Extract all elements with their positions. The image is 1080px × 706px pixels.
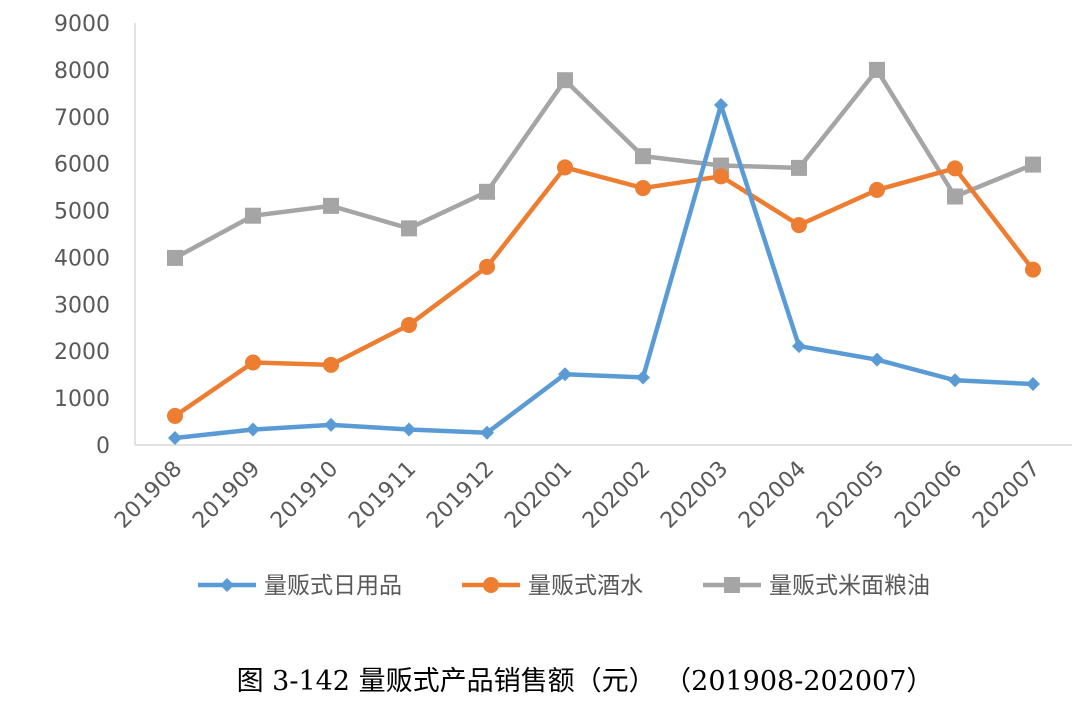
data-point [323,356,339,373]
series-layer [167,61,1041,445]
series-line [173,165,1035,418]
data-point [558,367,572,382]
data-point [479,183,495,200]
x-tick-label: 201908 [110,457,187,534]
data-point [168,430,182,445]
legend-label: 量贩式米面粮油 [769,573,930,599]
data-point [401,220,417,237]
data-point [167,249,183,266]
x-tick-label: 201910 [266,457,343,534]
legend: 量贩式日用品 量贩式酒水 量贩式米面粮油 [198,573,930,599]
x-tick-label: 202001 [500,457,577,534]
y-axis: 0 1000 2000 3000 4000 5000 6000 7000 8000 9000 [54,12,136,459]
series-2 [167,61,1041,266]
x-tick-label: 202007 [968,457,1045,534]
legend-entry: 量贩式酒水 [462,573,643,599]
x-tick-label: 202006 [890,457,967,534]
series-line [174,102,1034,441]
x-tick-label: 201909 [188,457,265,534]
y-tick-label: 8000 [54,59,110,84]
data-point [324,417,338,432]
data-point [724,577,740,593]
legend-entry: 量贩式日用品 [198,573,402,599]
data-point [635,180,651,197]
legend-entry: 量贩式米面粮油 [703,573,930,599]
data-point [714,98,728,113]
legend-label: 量贩式酒水 [528,573,643,599]
data-point [947,160,963,177]
data-point [557,72,573,89]
data-point [480,425,494,440]
y-tick-label: 4000 [54,246,110,271]
y-tick-label: 3000 [54,293,110,318]
data-point [402,422,416,437]
data-point [791,217,807,234]
data-point [220,578,234,592]
data-point [557,159,573,176]
x-tick-label: 202004 [734,457,811,534]
y-tick-label: 1000 [54,387,110,412]
y-tick-label: 7000 [54,106,110,131]
x-tick-label: 202003 [656,457,733,534]
data-point [791,159,807,176]
data-point [870,352,884,367]
data-point [947,188,963,205]
series-line [173,67,1034,260]
figure-caption: 图 3-142 量贩式产品销售额（元） （201908-202007） [237,666,934,697]
data-point [713,168,729,185]
x-tick-label: 201912 [422,457,499,534]
data-point [323,197,339,214]
data-point [479,258,495,275]
data-point [1025,261,1041,278]
data-point [635,148,651,165]
x-tick-label: 202005 [812,457,889,534]
data-point [1025,156,1041,173]
data-point [636,370,650,385]
x-axis: 201908 201909 201910 201911 201912 202001 2020… [110,444,1072,534]
data-point [948,373,962,388]
y-tick-label: 2000 [54,340,110,365]
data-point [401,316,417,333]
series-0 [168,98,1040,445]
data-point [792,339,806,354]
data-point [246,422,260,437]
data-point [869,61,885,78]
x-tick-label: 201911 [344,457,421,534]
data-point [1026,377,1040,392]
data-point [245,207,261,224]
y-tick-label: 6000 [54,153,110,178]
y-tick-label: 0 [96,434,110,459]
x-tick-label: 202002 [578,457,655,534]
data-point [245,354,261,371]
series-1 [167,159,1041,424]
y-tick-label: 5000 [54,200,110,225]
legend-label: 量贩式日用品 [264,573,402,599]
data-point [483,577,499,593]
y-tick-label: 9000 [54,12,110,37]
data-point [869,181,885,198]
data-point [167,407,183,424]
